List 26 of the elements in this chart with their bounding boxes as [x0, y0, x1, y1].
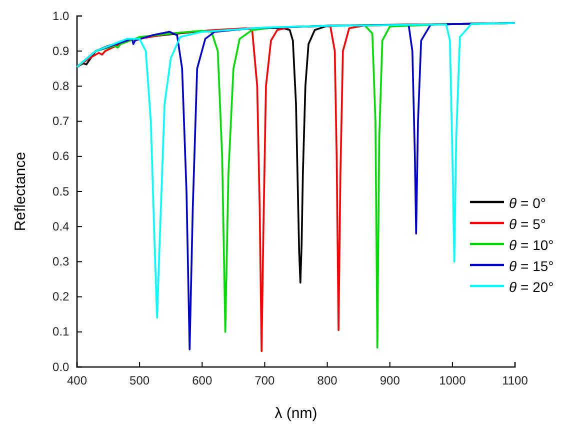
x-tick-label: 900	[380, 373, 400, 388]
legend-label: θ = 15°	[509, 258, 554, 274]
y-tick-label: 0.2	[52, 290, 70, 304]
x-tick-label: 400	[66, 373, 88, 388]
legend-label: θ = 10°	[509, 237, 554, 254]
y-tick-label: 0.4	[52, 219, 70, 234]
y-tick-label: 0.0	[52, 360, 70, 374]
x-tick-label: 800	[317, 373, 338, 388]
y-tick-label: 0.3	[52, 254, 70, 269]
y-tick-label: 0.1	[52, 324, 70, 339]
x-tick-label: 700	[254, 373, 276, 388]
legend-label: θ = 20°	[509, 279, 554, 296]
y-tick-label: 1.0	[52, 8, 70, 23]
legend-label: θ = 0°	[509, 195, 546, 212]
x-tick-label: 500	[130, 373, 150, 388]
x-tick-label: 1100	[502, 373, 528, 388]
x-tick-label: 600	[192, 373, 212, 388]
legend-label: θ = 5°	[509, 216, 546, 232]
y-tick-label: 0.5	[52, 184, 70, 198]
y-tick-label: 0.7	[52, 114, 70, 128]
x-tick-label: 1000	[439, 373, 466, 388]
y-axis-title: Reflectance	[12, 152, 29, 232]
y-tick-label: 0.8	[52, 79, 70, 94]
y-tick-label: 0.6	[52, 149, 70, 164]
x-axis-title: λ (nm)	[274, 405, 318, 422]
y-tick-label: 0.9	[52, 44, 70, 58]
